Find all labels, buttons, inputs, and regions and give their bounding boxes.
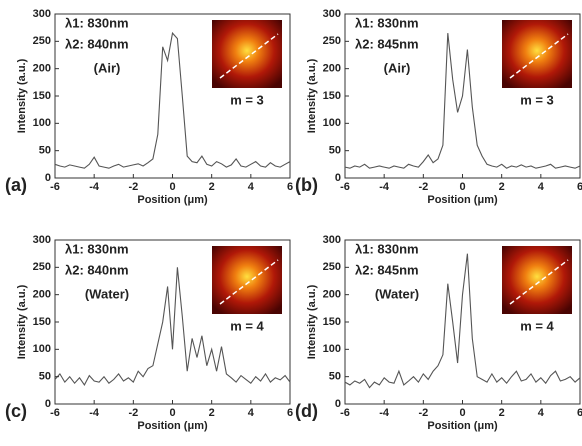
x-tick-label: 2 <box>499 407 505 419</box>
lambda2: λ2: 845nm <box>355 262 419 277</box>
x-tick-label: 0 <box>169 181 175 193</box>
y-tick-label: 300 <box>33 234 51 246</box>
x-tick-label: -4 <box>89 181 100 193</box>
x-tick-label: -6 <box>50 181 60 193</box>
x-tick-label: 2 <box>499 181 505 193</box>
medium: (Air) <box>94 60 121 75</box>
x-axis-label: Position (μm) <box>427 420 498 432</box>
medium: (Air) <box>384 60 411 75</box>
x-tick-label: 6 <box>577 181 582 193</box>
x-tick-label: -2 <box>128 181 138 193</box>
x-tick-label: -4 <box>379 407 390 419</box>
x-tick-label: 6 <box>287 181 293 193</box>
x-tick-label: 0 <box>459 181 465 193</box>
y-tick-label: 300 <box>323 8 341 20</box>
y-tick-label: 100 <box>323 343 341 355</box>
mode-label: m = 4 <box>230 318 264 333</box>
mode-label: m = 3 <box>230 92 264 107</box>
y-tick-label: 50 <box>329 371 341 383</box>
y-tick-label: 0 <box>45 398 51 410</box>
y-tick-label: 250 <box>323 261 341 273</box>
x-tick-label: 4 <box>248 407 255 419</box>
x-tick-label: 4 <box>538 407 545 419</box>
panel-label: (b) <box>295 175 318 195</box>
y-axis-label: Intensity (a.u.) <box>16 284 28 359</box>
panel-label: (d) <box>295 401 318 421</box>
y-tick-label: 100 <box>323 117 341 129</box>
x-tick-label: 2 <box>209 181 215 193</box>
y-tick-label: 250 <box>33 261 51 273</box>
lambda1: λ1: 830nm <box>65 15 129 30</box>
inset-line <box>509 259 569 305</box>
medium: (Water) <box>375 286 419 301</box>
panel-label: (a) <box>5 175 27 195</box>
y-tick-label: 150 <box>33 90 51 102</box>
y-tick-label: 0 <box>45 172 51 184</box>
x-axis-label: Position (μm) <box>427 194 498 206</box>
inset-line <box>219 33 279 79</box>
y-tick-label: 0 <box>335 172 341 184</box>
x-tick-label: 6 <box>287 407 293 419</box>
inset-image <box>502 20 572 88</box>
y-tick-label: 150 <box>323 90 341 102</box>
panel-label: (c) <box>5 401 27 421</box>
y-tick-label: 50 <box>39 145 51 157</box>
x-tick-label: -2 <box>418 407 428 419</box>
x-tick-label: 2 <box>209 407 215 419</box>
data-line <box>54 267 291 386</box>
y-tick-label: 200 <box>323 289 341 301</box>
lambda1: λ1: 830nm <box>355 241 419 256</box>
y-tick-label: 150 <box>323 316 341 328</box>
x-tick-label: 4 <box>538 181 545 193</box>
y-tick-label: 300 <box>323 234 341 246</box>
lambda2: λ2: 840nm <box>65 262 129 277</box>
data-line <box>54 31 291 169</box>
lambda2: λ2: 845nm <box>355 36 419 51</box>
data-line <box>344 33 581 169</box>
y-tick-label: 50 <box>329 145 341 157</box>
inset-image <box>212 20 282 88</box>
x-tick-label: 0 <box>169 407 175 419</box>
lambda1: λ1: 830nm <box>355 15 419 30</box>
y-tick-label: 250 <box>323 35 341 47</box>
y-tick-label: 0 <box>335 398 341 410</box>
x-tick-label: -6 <box>340 407 350 419</box>
data-line <box>344 253 581 389</box>
x-tick-label: -4 <box>89 407 100 419</box>
x-tick-label: 6 <box>577 407 582 419</box>
medium: (Water) <box>85 286 129 301</box>
x-axis-label: Position (μm) <box>137 420 208 432</box>
x-tick-label: -6 <box>50 407 60 419</box>
y-tick-label: 200 <box>323 63 341 75</box>
mode-label: m = 4 <box>520 318 554 333</box>
y-tick-label: 300 <box>33 8 51 20</box>
x-tick-label: -2 <box>418 181 428 193</box>
y-axis-label: Intensity (a.u.) <box>306 284 318 359</box>
x-tick-label: -2 <box>128 407 138 419</box>
x-axis-label: Position (μm) <box>137 194 208 206</box>
inset-image <box>212 246 282 314</box>
y-tick-label: 200 <box>33 63 51 75</box>
lambda1: λ1: 830nm <box>65 241 129 256</box>
y-tick-label: 100 <box>33 117 51 129</box>
x-tick-label: 0 <box>459 407 465 419</box>
mode-label: m = 3 <box>520 92 554 107</box>
y-tick-label: 50 <box>39 371 51 383</box>
inset-line <box>219 259 279 305</box>
lambda2: λ2: 840nm <box>65 36 129 51</box>
y-tick-label: 100 <box>33 343 51 355</box>
inset-line <box>509 33 569 79</box>
y-tick-label: 200 <box>33 289 51 301</box>
y-axis-label: Intensity (a.u.) <box>16 58 28 133</box>
x-tick-label: 4 <box>248 181 255 193</box>
x-tick-label: -4 <box>379 181 390 193</box>
y-tick-label: 150 <box>33 316 51 328</box>
y-tick-label: 250 <box>33 35 51 47</box>
x-tick-label: -6 <box>340 181 350 193</box>
y-axis-label: Intensity (a.u.) <box>306 58 318 133</box>
inset-image <box>502 246 572 314</box>
